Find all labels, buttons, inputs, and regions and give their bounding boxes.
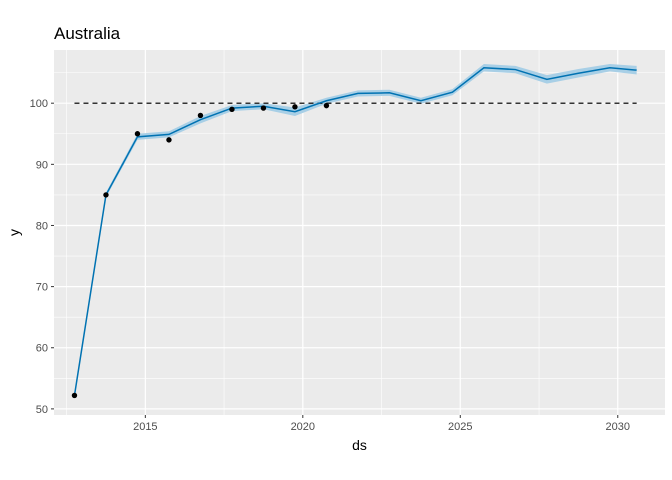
- plot-panel: [54, 50, 665, 415]
- chart-title: Australia: [54, 24, 121, 43]
- observed-point: [260, 105, 267, 111]
- y-tick-label: 70: [36, 282, 48, 294]
- observed-point: [71, 392, 78, 399]
- y-tick-label: 100: [30, 98, 48, 110]
- x-tick-label: 2030: [606, 421, 630, 433]
- observed-point: [292, 104, 298, 110]
- observed-point: [229, 106, 235, 113]
- observed-point: [166, 137, 172, 143]
- y-tick-label: 50: [36, 404, 48, 416]
- y-axis: 50 60 70 80 90 100: [30, 98, 54, 416]
- y-tick-label: 90: [36, 159, 48, 171]
- y-axis-title: y: [6, 229, 22, 236]
- y-tick-label: 60: [36, 343, 48, 355]
- observed-point: [134, 131, 141, 137]
- x-tick-label: 2015: [133, 421, 157, 433]
- y-tick-label: 80: [36, 220, 48, 232]
- x-tick-label: 2025: [448, 421, 472, 433]
- observed-point: [197, 112, 204, 119]
- x-tick-label: 2020: [291, 421, 315, 433]
- observed-points: [71, 102, 330, 399]
- observed-point: [323, 102, 330, 109]
- forecast-line: [73, 66, 637, 396]
- x-axis: 2015 2020 2025 2030: [133, 415, 630, 433]
- observed-point: [103, 192, 109, 198]
- x-axis-title: ds: [352, 437, 367, 453]
